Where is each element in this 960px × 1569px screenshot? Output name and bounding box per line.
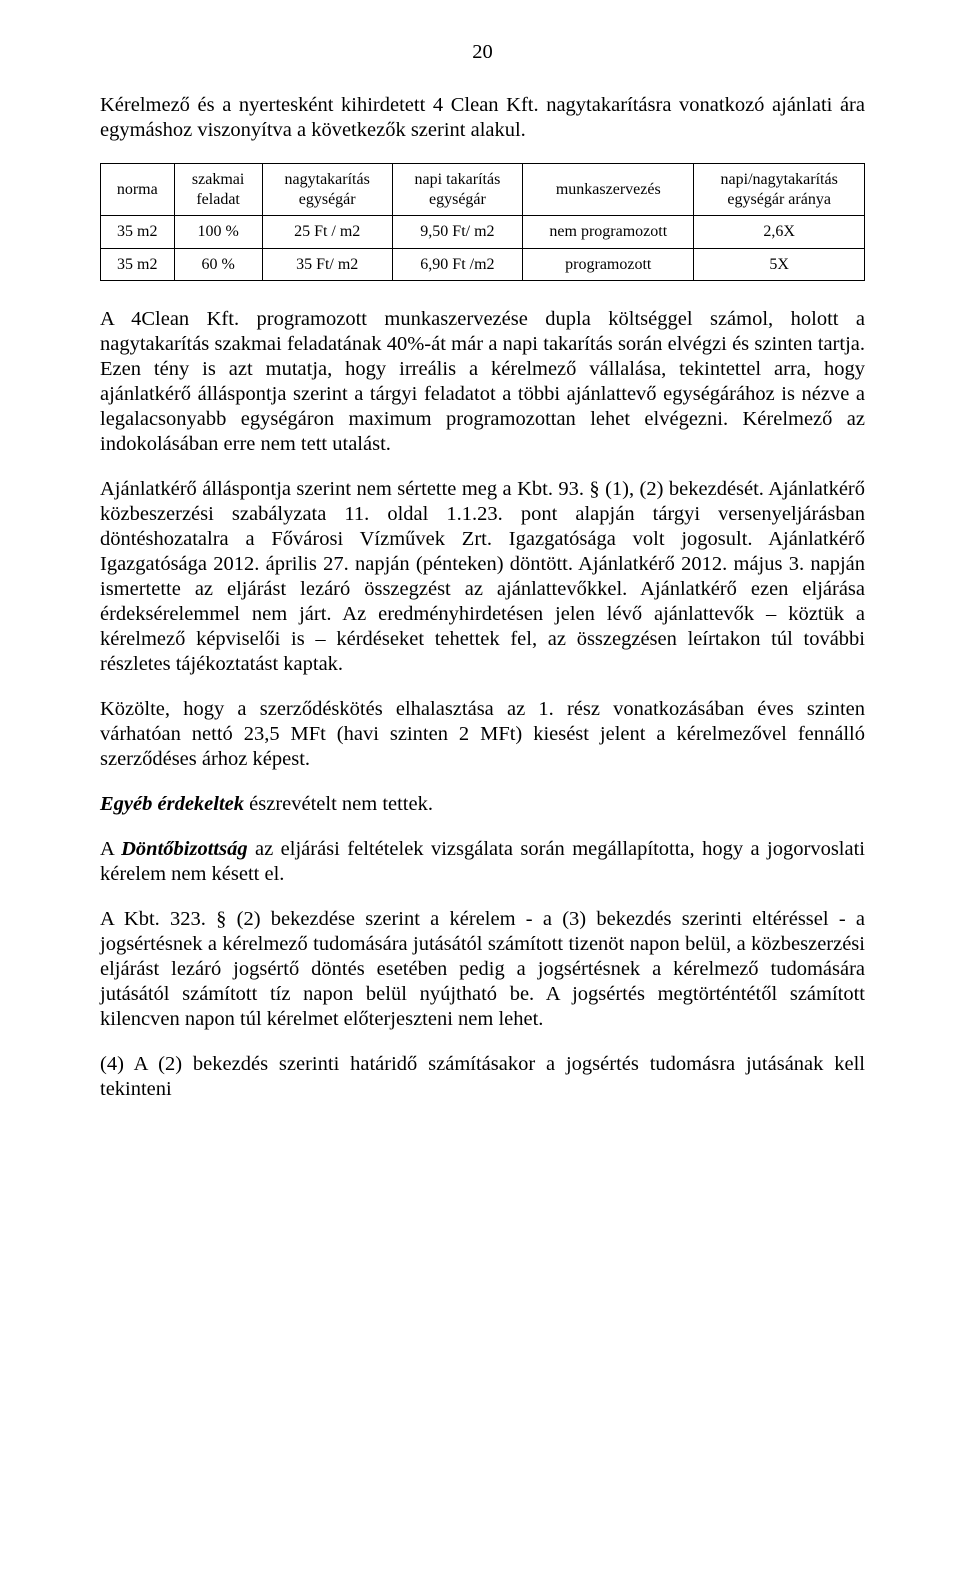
intro-paragraph: Kérelmező és a nyertesként kihirdetett 4… <box>100 93 865 143</box>
cell: 2,6X <box>694 216 865 249</box>
table-header-row: norma szakmai feladat nagytakarítás egys… <box>101 164 865 216</box>
price-comparison-table: norma szakmai feladat nagytakarítás egys… <box>100 163 865 281</box>
cell: 35 m2 <box>101 216 175 249</box>
paragraph-4: Egyéb érdekeltek észrevételt nem tettek. <box>100 792 865 817</box>
cell: 100 % <box>174 216 262 249</box>
para4-italic: Egyéb érdekeltek <box>100 793 244 815</box>
cell: 25 Ft / m2 <box>262 216 392 249</box>
cell: nem programozott <box>523 216 694 249</box>
cell: programozott <box>523 248 694 281</box>
cell: 35 m2 <box>101 248 175 281</box>
table-row: 35 m2 60 % 35 Ft/ m2 6,90 Ft /m2 program… <box>101 248 865 281</box>
col-header-line2: egységár aránya <box>702 190 856 210</box>
paragraph-5: A Döntőbizottság az eljárási feltételek … <box>100 837 865 887</box>
cell: 5X <box>694 248 865 281</box>
paragraph-1: A 4Clean Kft. programozott munkaszervezé… <box>100 307 865 457</box>
para5-italic: Döntőbizottság <box>121 838 247 860</box>
cell: 35 Ft/ m2 <box>262 248 392 281</box>
col-header-nagytakaritas: nagytakarítás egységár <box>262 164 392 216</box>
cell: 9,50 Ft/ m2 <box>392 216 523 249</box>
col-header-line1: nagytakarítás <box>271 170 384 190</box>
col-header-napi: napi takarítás egységár <box>392 164 523 216</box>
col-header-munkaszervezes: munkaszervezés <box>523 164 694 216</box>
col-header-arany: napi/nagytakarítás egységár aránya <box>694 164 865 216</box>
col-header-line1: munkaszervezés <box>531 180 685 200</box>
col-header-line2: egységár <box>401 190 515 210</box>
col-header-norma: norma <box>101 164 175 216</box>
table-row: 35 m2 100 % 25 Ft / m2 9,50 Ft/ m2 nem p… <box>101 216 865 249</box>
cell: 6,90 Ft /m2 <box>392 248 523 281</box>
col-header-line1: norma <box>109 180 166 200</box>
para4-rest: észrevételt nem tettek. <box>244 793 433 815</box>
col-header-szakmai: szakmai feladat <box>174 164 262 216</box>
col-header-line2: feladat <box>183 190 254 210</box>
para5-prefix: A <box>100 838 121 860</box>
cell: 60 % <box>174 248 262 281</box>
col-header-line1: szakmai <box>183 170 254 190</box>
paragraph-7: (4) A (2) bekezdés szerinti határidő szá… <box>100 1052 865 1102</box>
col-header-line1: napi takarítás <box>401 170 515 190</box>
page-number: 20 <box>100 40 865 65</box>
paragraph-6: A Kbt. 323. § (2) bekezdése szerint a ké… <box>100 907 865 1032</box>
col-header-line1: napi/nagytakarítás <box>702 170 856 190</box>
paragraph-3: Közölte, hogy a szerződéskötés elhalaszt… <box>100 697 865 772</box>
paragraph-2: Ajánlatkérő álláspontja szerint nem sért… <box>100 477 865 677</box>
col-header-line2: egységár <box>271 190 384 210</box>
document-page: 20 Kérelmező és a nyertesként kihirdetet… <box>0 0 960 1569</box>
